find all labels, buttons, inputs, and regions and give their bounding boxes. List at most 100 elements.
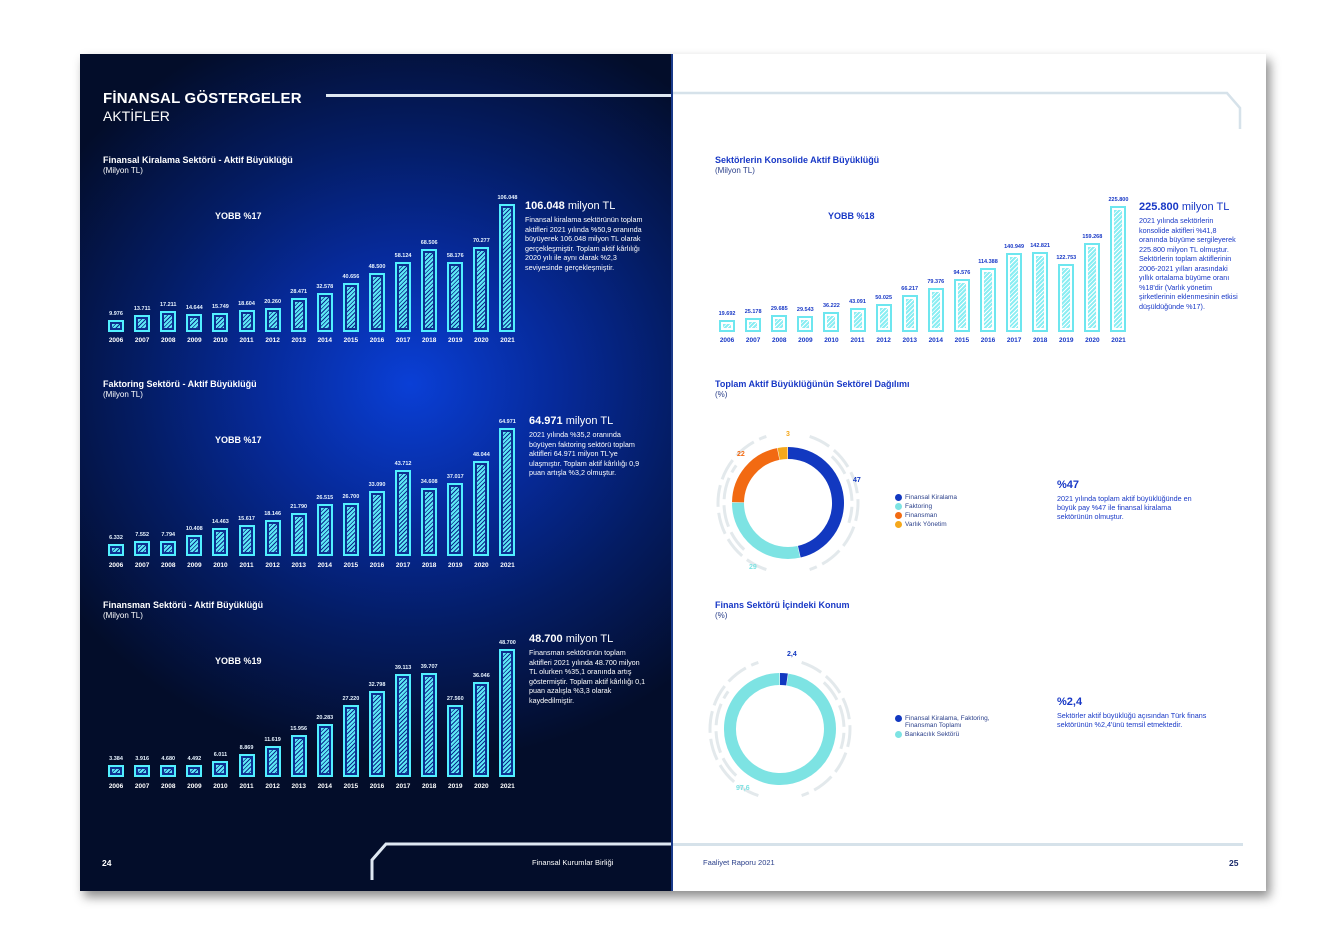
note-body: Finansman sektörünün toplam aktifleri 20… xyxy=(529,648,646,705)
x-tick-label: 2006 xyxy=(108,337,124,344)
bar xyxy=(342,705,359,777)
bar-value-label: 26.515 xyxy=(316,495,334,501)
bar xyxy=(979,268,996,332)
bar-value-label: 18.604 xyxy=(238,301,255,307)
bar-column: 34.608 xyxy=(416,413,442,556)
page-title: FİNANSAL GÖSTERGELER xyxy=(103,90,302,107)
chart-note: 48.700 milyon TL Finansman sektörünün to… xyxy=(529,633,649,705)
bar-column: 3.384 xyxy=(103,634,129,777)
x-tick-label: 2017 xyxy=(1006,337,1022,344)
bar-value-label: 48.044 xyxy=(472,452,490,458)
bar-value-label: 34.608 xyxy=(420,479,438,485)
bar-value-label: 13.711 xyxy=(133,306,151,312)
bar-column: 20.260 xyxy=(260,190,286,332)
x-tick-label: 2021 xyxy=(500,783,515,790)
bar-value-label: 114.388 xyxy=(978,259,998,265)
bar-value-label: 25.178 xyxy=(744,309,762,315)
legend-label: Finansman xyxy=(905,512,938,519)
x-tick-label: 2008 xyxy=(161,562,176,569)
bar-value-label: 7.552 xyxy=(135,532,150,538)
bar-value-label: 10.408 xyxy=(185,526,203,532)
bar-value-label: 39.113 xyxy=(394,665,412,671)
bar-value-label: 27.560 xyxy=(446,696,464,702)
bar xyxy=(290,298,307,332)
bar-column: 64.971 xyxy=(494,413,520,556)
bar-value-label: 19.692 xyxy=(718,311,736,317)
x-tick-label: 2007 xyxy=(134,337,150,344)
bar-column: 18.604 xyxy=(233,190,259,332)
bar-column: 6.332 xyxy=(103,413,129,556)
donut-stat: %2,4 Sektörler aktif büyüklüğü açısından… xyxy=(1057,696,1207,729)
bar xyxy=(238,525,255,556)
bar-column: 58.176 xyxy=(442,190,468,332)
x-tick-label: 2015 xyxy=(343,562,359,569)
x-axis-years: 2006 2007 2008 2009 2010 2011 2012 2013 2014 2015… xyxy=(103,783,521,790)
note-value: 48.700 xyxy=(529,633,563,645)
bar-column: 15.617 xyxy=(233,413,259,556)
bar-value-label: 4.680 xyxy=(161,756,176,762)
bar-value-label: 94.576 xyxy=(953,270,971,276)
bar xyxy=(395,262,412,332)
bar xyxy=(447,483,464,556)
donut-legend: Finansal Kiralama Faktoring Finansman Va… xyxy=(895,494,957,530)
slice-label: 2,4 xyxy=(787,651,797,658)
footer-text: Finansal Kurumlar Birliği xyxy=(532,858,614,867)
bar-column: 94.576 xyxy=(949,190,975,332)
bar xyxy=(212,313,229,332)
x-tick-label: 2014 xyxy=(317,562,333,569)
bar-value-label: 79.376 xyxy=(927,279,945,285)
bar xyxy=(134,765,151,777)
stat-body: Sektörler aktif büyüklüğü açısından Türk… xyxy=(1057,711,1207,729)
bar-column: 142.821 xyxy=(1027,190,1053,332)
bar xyxy=(447,262,464,332)
x-tick-label: 2013 xyxy=(291,337,306,344)
chart-unit: (Milyon TL) xyxy=(715,166,755,175)
bar-value-label: 14.644 xyxy=(185,305,203,311)
bar xyxy=(160,541,177,556)
bar-column: 8.869 xyxy=(233,634,259,777)
footer-line-decoration xyxy=(370,842,671,880)
bar xyxy=(368,691,385,777)
bar-column: 43.091 xyxy=(844,190,870,332)
bar-value-label: 7.794 xyxy=(161,532,176,538)
bar-value-label: 225.800 xyxy=(1108,197,1129,203)
bar-value-label: 36.046 xyxy=(472,673,490,679)
bar xyxy=(1084,243,1101,332)
footer-text: Faaliyet Raporu 2021 xyxy=(703,858,775,867)
bar-column: 40.656 xyxy=(338,190,364,332)
bar xyxy=(421,488,438,556)
bar xyxy=(1032,252,1049,332)
bar-value-label: 106.048 xyxy=(497,195,518,201)
bar xyxy=(108,544,125,556)
x-tick-label: 2020 xyxy=(474,337,489,344)
bar xyxy=(875,304,892,332)
bar-value-label: 142.821 xyxy=(1030,243,1051,249)
bar xyxy=(927,288,944,332)
bar xyxy=(473,682,490,777)
slice-label: 47 xyxy=(853,477,861,484)
x-tick-label: 2007 xyxy=(134,562,150,569)
bar-column: 43.712 xyxy=(390,413,416,556)
x-tick-label: 2019 xyxy=(448,562,463,569)
legend-swatch xyxy=(895,512,902,519)
chart-unit: (Milyon TL) xyxy=(103,611,143,620)
bar xyxy=(108,765,125,777)
bar-column: 4.680 xyxy=(155,634,181,777)
bar-value-label: 6.332 xyxy=(109,535,123,541)
legend-swatch xyxy=(895,503,902,510)
bar xyxy=(134,315,151,332)
x-axis-years: 2006 2007 2008 2009 2010 2011 2012 2013 2014 2015… xyxy=(714,337,1132,344)
x-tick-label: 2015 xyxy=(954,337,970,344)
bar xyxy=(134,541,151,556)
cagr-label: YOBB %17 xyxy=(215,435,262,445)
bar xyxy=(395,470,412,556)
header-divider xyxy=(326,94,671,97)
bar-column: 10.408 xyxy=(181,413,207,556)
bar-column: 21.790 xyxy=(286,413,312,556)
x-tick-label: 2010 xyxy=(213,783,228,790)
note-unit: milyon TL xyxy=(565,633,614,645)
bar-column: 32.798 xyxy=(364,634,390,777)
bar xyxy=(212,528,229,556)
legend-label: Finansal Kiralama, Faktoring, Finansman … xyxy=(905,715,990,729)
bar xyxy=(186,765,203,777)
